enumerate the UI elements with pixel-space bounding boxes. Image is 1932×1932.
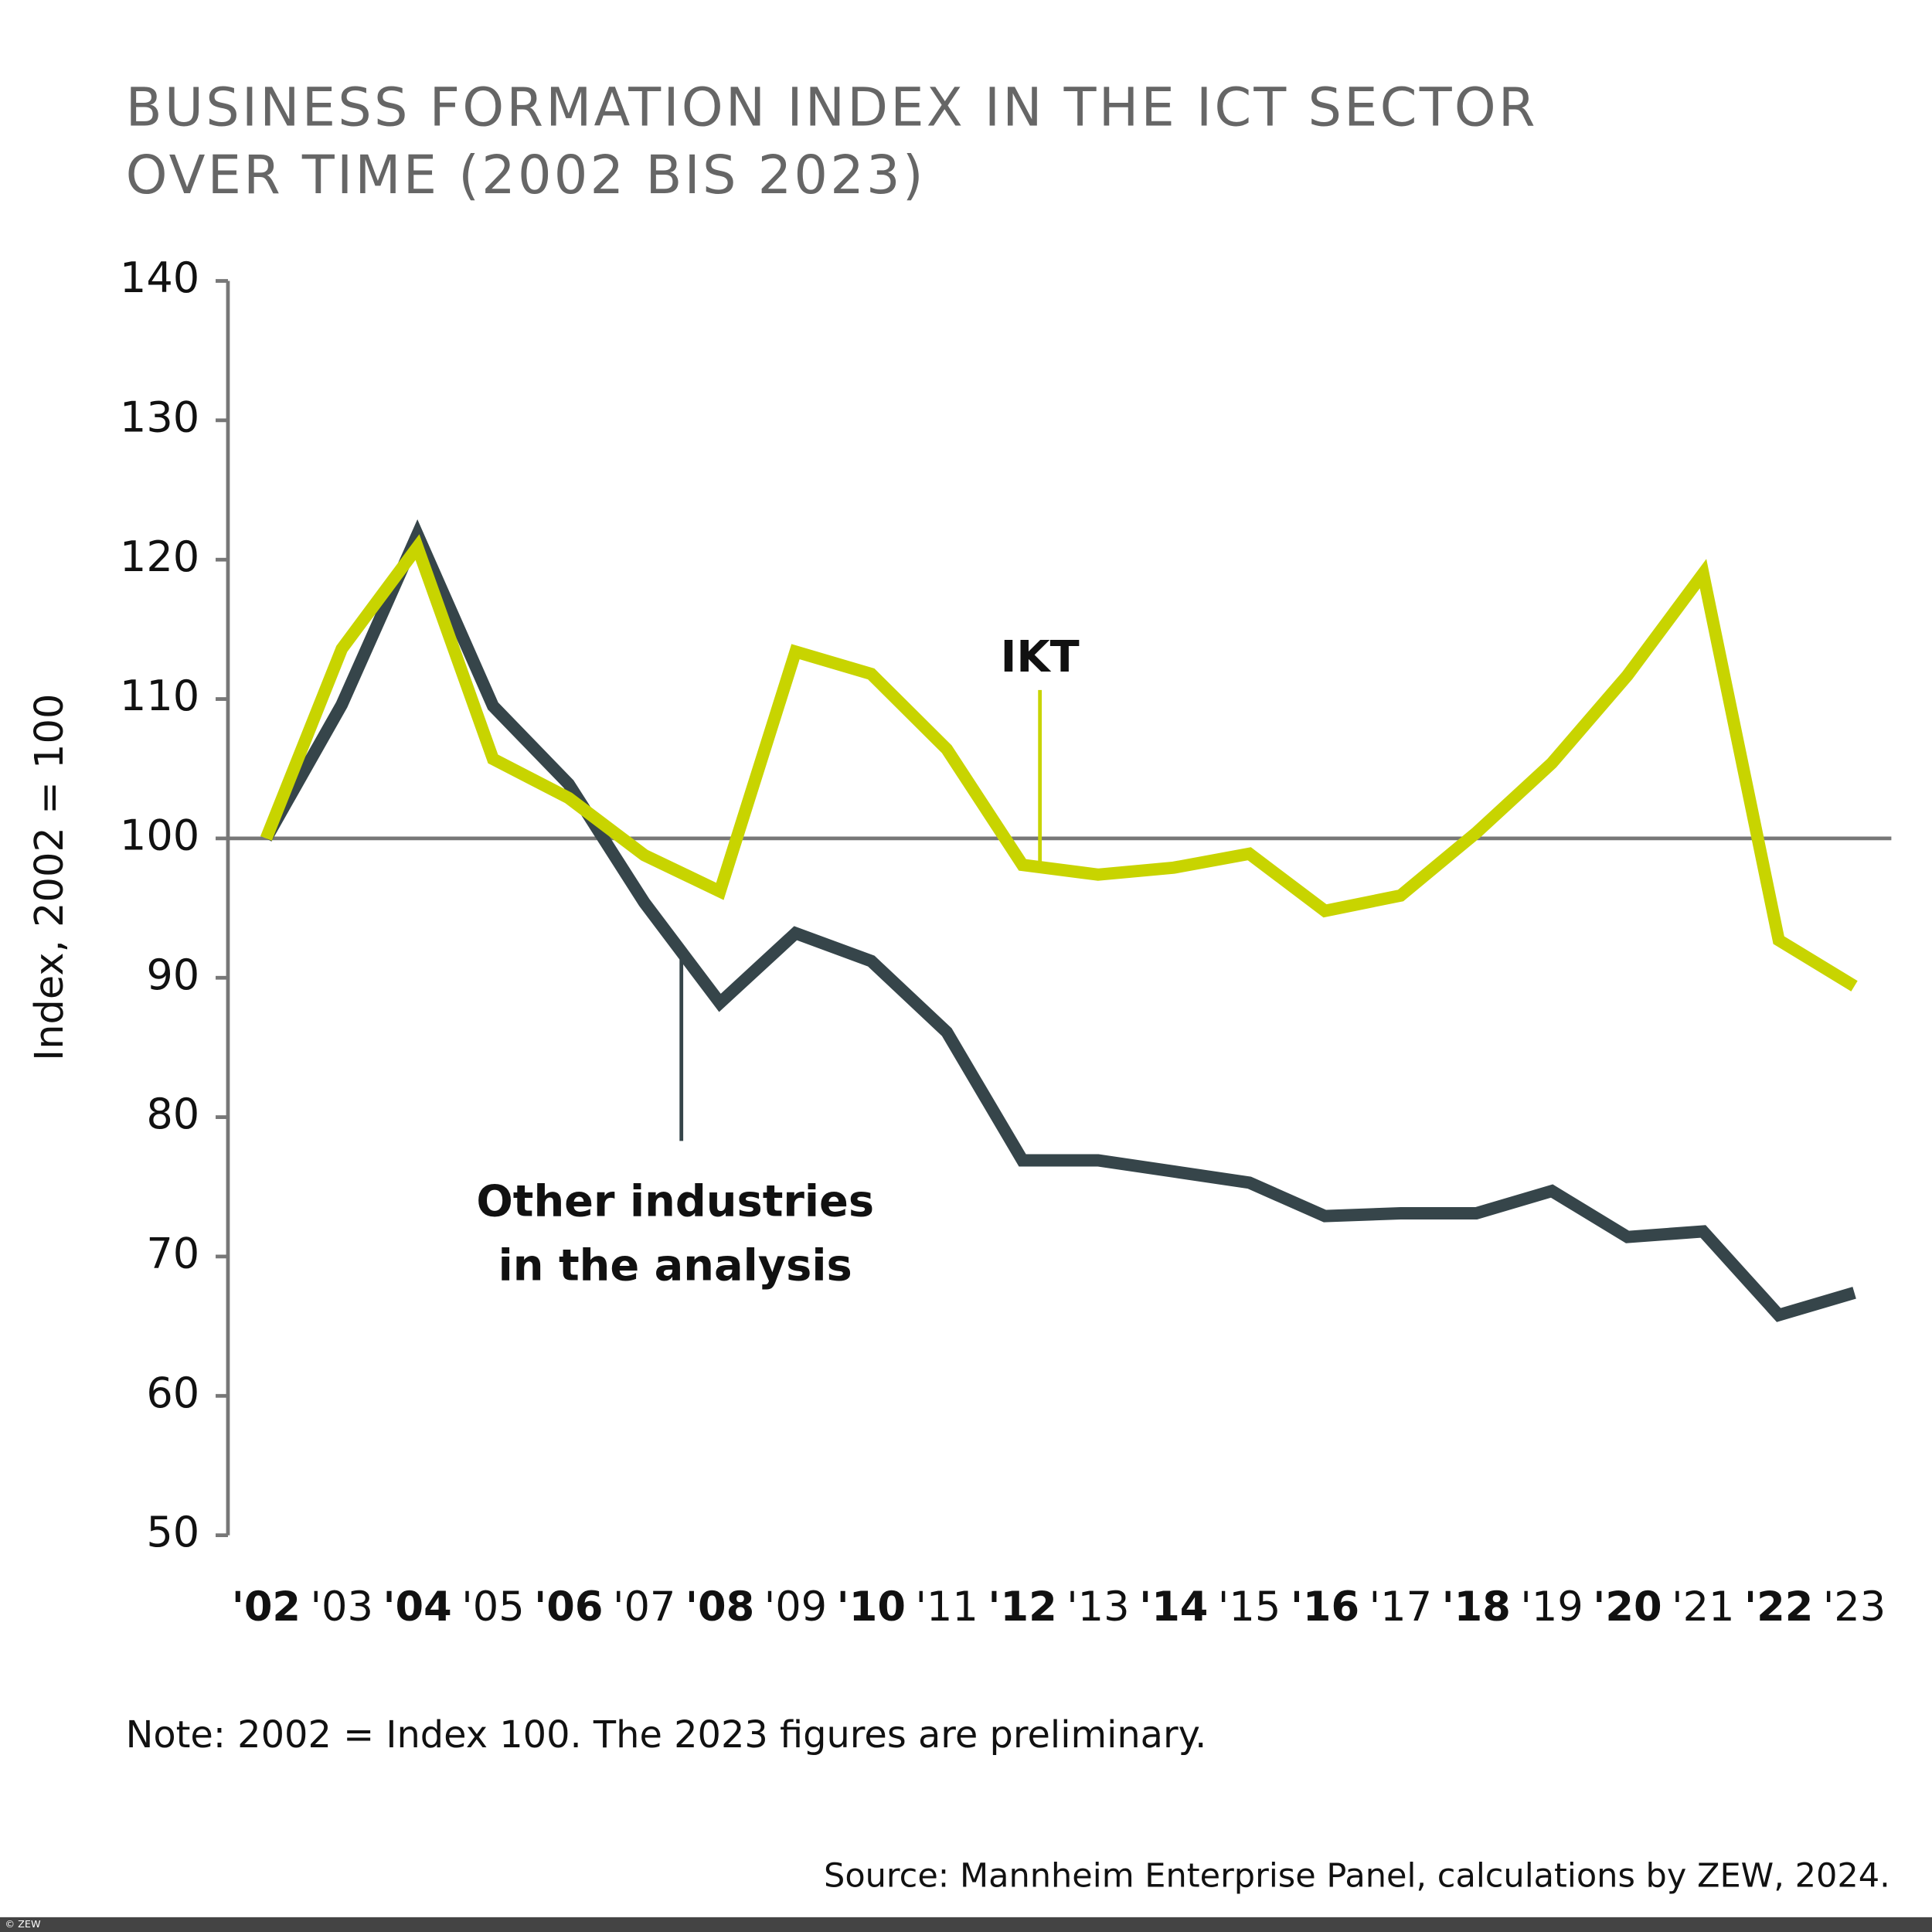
x-tick-label: '09 — [764, 1583, 827, 1631]
chart-title: BUSINESS FORMATION INDEX IN THE ICT SECT… — [126, 77, 1538, 139]
x-tick-label: '23 — [1823, 1583, 1886, 1631]
source: Source: Mannheim Enterprise Panel, calcu… — [824, 1856, 1890, 1895]
y-tick-label: 140 — [120, 253, 199, 302]
x-tick-label: '21 — [1672, 1583, 1734, 1631]
series-label-text: Other industries in the analysis — [476, 1178, 875, 1291]
y-tick-label: 50 — [146, 1508, 199, 1556]
note: Note: 2002 = Index 100. The 2023 figures… — [126, 1714, 1207, 1757]
series-line — [260, 519, 1856, 1322]
x-tick-label: '20 — [1593, 1583, 1662, 1631]
y-axis-label: Index, 2002 = 100 — [27, 694, 73, 1061]
x-tick-label: '03 — [311, 1583, 373, 1631]
y-tick-label: 70 — [146, 1230, 199, 1278]
x-tick-label: '06 — [534, 1583, 603, 1631]
chart-title: OVER TIME (2002 BIS 2023) — [126, 145, 926, 206]
x-tick-label: '17 — [1369, 1583, 1432, 1631]
series-label: IKT — [1000, 633, 1080, 683]
x-tick-label: '05 — [461, 1583, 524, 1631]
x-tick-label: '10 — [837, 1583, 906, 1631]
x-tick-label: '12 — [988, 1583, 1056, 1631]
y-tick-label: 100 — [120, 811, 199, 860]
y-tick-label: 110 — [120, 672, 199, 720]
x-tick-label: '15 — [1218, 1583, 1281, 1631]
y-tick-label: 80 — [146, 1090, 199, 1138]
series-line — [260, 534, 1858, 992]
y-tick-label: 90 — [146, 951, 199, 999]
y-tick-label: 130 — [120, 393, 199, 442]
x-tick-label: '16 — [1291, 1583, 1359, 1631]
x-tick-label: '19 — [1520, 1583, 1583, 1631]
x-tick-label: '18 — [1442, 1583, 1511, 1631]
footer-bar — [0, 1917, 1932, 1932]
x-tick-label: '14 — [1139, 1583, 1208, 1631]
x-tick-label: '04 — [383, 1583, 451, 1631]
x-tick-label: '22 — [1744, 1583, 1813, 1631]
copyright: © ZEW — [5, 1919, 41, 1930]
x-tick-label: '13 — [1066, 1583, 1129, 1631]
x-tick-label: '02 — [232, 1583, 301, 1631]
x-tick-label: '08 — [685, 1583, 754, 1631]
y-tick-label: 60 — [146, 1369, 199, 1417]
series-label: Other industries in the analysis — [476, 1178, 875, 1291]
x-tick-label: '11 — [915, 1583, 978, 1631]
x-tick-label: '07 — [613, 1583, 675, 1631]
series-label-text: IKT — [1000, 633, 1080, 683]
y-tick-label: 120 — [120, 532, 199, 581]
